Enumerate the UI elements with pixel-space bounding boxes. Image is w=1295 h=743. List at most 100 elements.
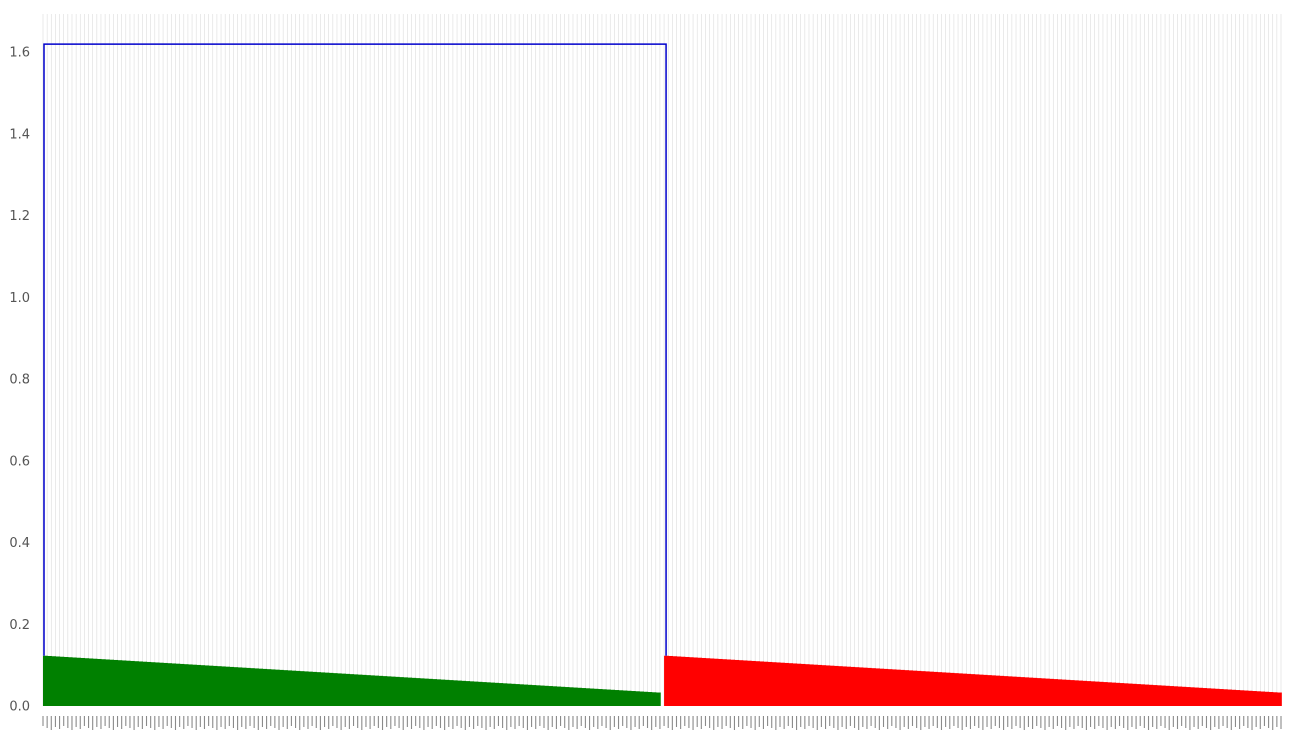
cluster-1-merge xyxy=(71,657,77,706)
cluster-1-merge xyxy=(150,662,156,706)
cluster-1-merge xyxy=(179,663,185,706)
cluster-2-merge xyxy=(995,675,1001,706)
cluster-2-merge xyxy=(1223,689,1228,706)
cluster-2-merge xyxy=(713,658,719,706)
cluster-2-merge xyxy=(991,675,996,706)
cluster-1-merge xyxy=(100,659,106,706)
cluster-2-merge xyxy=(767,661,773,706)
cluster-1-merge xyxy=(548,686,553,706)
cluster-2-merge xyxy=(1049,678,1054,706)
y-tick-label: 0.8 xyxy=(9,373,30,388)
cluster-1-merge xyxy=(390,676,396,706)
cluster-2-merge xyxy=(1065,679,1071,706)
cluster-1-merge xyxy=(154,662,160,706)
cluster-2-merge xyxy=(966,673,972,706)
cluster-2-merge xyxy=(1181,686,1187,706)
cluster-2-merge xyxy=(792,663,798,706)
cluster-2-merge xyxy=(1107,682,1112,706)
cluster-1-merge xyxy=(407,677,413,706)
cluster-1-merge xyxy=(336,673,342,706)
cluster-2-merge xyxy=(709,658,715,706)
cluster-1-merge xyxy=(254,668,259,706)
cluster-1-merge xyxy=(490,682,495,706)
y-tick-label: 1.2 xyxy=(9,209,30,224)
cluster-2-merge xyxy=(697,657,702,706)
cluster-1-merge xyxy=(601,689,607,706)
cluster-1-merge xyxy=(63,656,69,706)
cluster-1-merge xyxy=(444,679,450,706)
cluster-2-merge xyxy=(1239,690,1245,706)
cluster-1-merge xyxy=(394,676,400,706)
cluster-2-merge xyxy=(746,660,752,706)
cluster-2-merge xyxy=(1053,679,1059,706)
y-tick-label: 0.0 xyxy=(9,700,30,715)
cluster-1-merge xyxy=(655,692,661,706)
cluster-2-merge xyxy=(1086,681,1092,706)
cluster-2-merge xyxy=(1061,679,1067,706)
cluster-2-merge xyxy=(800,663,806,706)
cluster-2-merge xyxy=(1260,691,1266,706)
cluster-2-merge xyxy=(1185,687,1191,706)
cluster-1-merge xyxy=(440,679,446,706)
cluster-1-merge xyxy=(76,657,81,706)
cluster-2-merge xyxy=(796,663,802,706)
cluster-2-merge xyxy=(842,666,847,706)
cluster-1-merge xyxy=(295,670,301,706)
cluster-1-merge xyxy=(647,692,653,706)
cluster-2-merge xyxy=(1268,692,1274,706)
cluster-1-merge xyxy=(448,680,454,706)
cluster-layer xyxy=(43,655,1282,706)
cluster-2-merge xyxy=(771,662,777,706)
cluster-1-merge xyxy=(370,675,375,706)
cluster-1-merge xyxy=(237,667,243,706)
cluster-2-merge xyxy=(817,664,823,706)
cluster-1-merge xyxy=(552,686,558,706)
cluster-1-merge xyxy=(324,672,330,706)
cluster-2-merge xyxy=(1082,680,1087,706)
cluster-1-merge xyxy=(452,680,458,706)
cluster-1-merge xyxy=(386,676,392,706)
cluster-2-merge xyxy=(1243,690,1249,706)
cluster-1-merge xyxy=(519,684,524,706)
cluster-2-merge xyxy=(1040,678,1046,706)
cluster-2-merge xyxy=(688,657,694,706)
cluster-2-merge xyxy=(866,667,872,706)
cluster-1-merge xyxy=(651,692,657,706)
cluster-2-merge xyxy=(846,666,851,706)
cluster-2-merge xyxy=(1227,689,1232,706)
cluster-1-merge xyxy=(473,681,479,706)
cluster-2-merge xyxy=(962,673,967,706)
cluster-2-merge xyxy=(742,660,748,706)
cluster-2-merge xyxy=(941,672,947,706)
cluster-2-merge xyxy=(1210,688,1216,706)
cluster-2-merge xyxy=(1044,678,1050,706)
cluster-2-merge xyxy=(684,656,690,706)
cluster-2-merge xyxy=(755,661,760,706)
cluster-2-merge xyxy=(788,663,794,706)
cluster-1-merge xyxy=(626,690,632,706)
cluster-1-merge xyxy=(432,679,437,706)
cluster-1-merge xyxy=(47,655,52,706)
cluster-1-merge xyxy=(320,672,326,706)
cluster-1-merge xyxy=(585,688,591,706)
cluster-2-merge xyxy=(999,675,1005,706)
cluster-1-merge xyxy=(577,687,582,706)
cluster-2-merge xyxy=(1247,690,1253,706)
cluster-2-merge xyxy=(705,658,711,706)
cluster-2-merge xyxy=(1073,680,1079,706)
y-tick-label: 0.6 xyxy=(9,454,30,469)
cluster-1-merge xyxy=(572,687,578,706)
cluster-2-merge xyxy=(1016,676,1021,706)
cluster-2-merge xyxy=(1057,679,1063,706)
cluster-1-merge xyxy=(183,664,189,706)
root-link xyxy=(43,43,667,656)
cluster-1-merge xyxy=(353,674,359,706)
cluster-2-merge xyxy=(751,660,756,706)
cluster-2-merge xyxy=(1148,684,1154,706)
cluster-1 xyxy=(43,655,661,706)
cluster-2-merge xyxy=(1003,676,1009,706)
cluster-1-merge xyxy=(510,683,516,706)
cluster-1-merge xyxy=(581,688,587,706)
cluster-2-merge xyxy=(1214,688,1220,706)
cluster-2-merge xyxy=(1177,686,1183,706)
